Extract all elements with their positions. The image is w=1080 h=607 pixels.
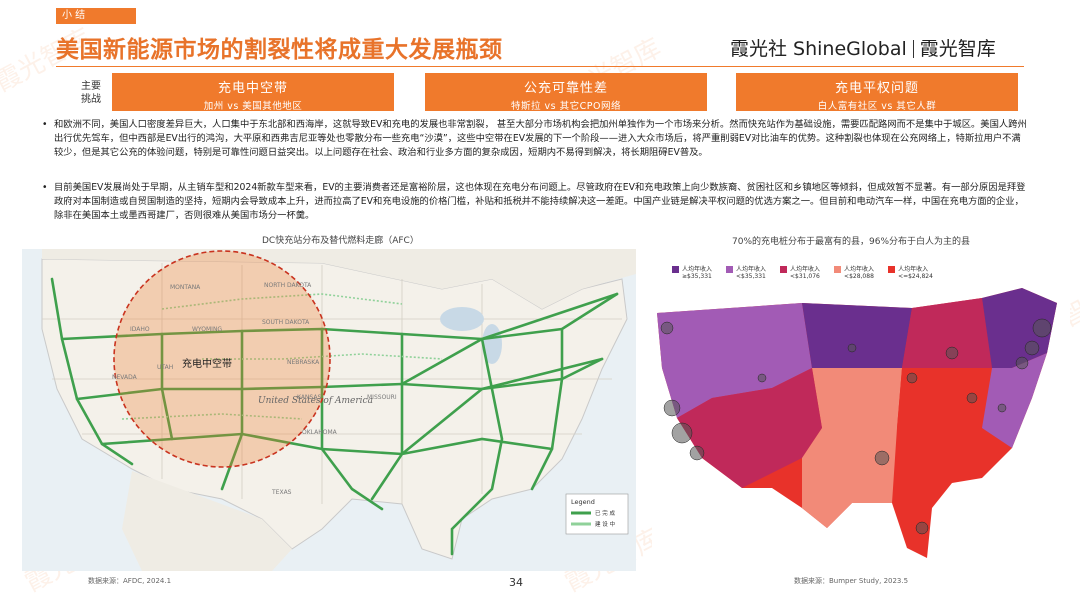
legend-label: 人均年收入 <$35,331 xyxy=(736,266,767,280)
bullet-text: 和欧洲不同，美国人口密度差异巨大，人口集中于东北部和西海岸，这就导致EV和充电的… xyxy=(54,119,1027,158)
state-label: WYOMING xyxy=(192,326,222,333)
state-label: OKLAHOMA xyxy=(302,429,338,436)
state-label: TEXAS xyxy=(271,489,292,496)
challenge-head: 充电平权问题 xyxy=(834,81,919,96)
income-choropleth-map: 人均年收入 ≥$35,331 人均年收入 <$35,331 人均年收入 <$31… xyxy=(652,258,1070,570)
state-label: KANSAS xyxy=(297,394,321,401)
challenge-head: 公充可靠性差 xyxy=(523,81,608,96)
brand-separator xyxy=(912,40,914,58)
challenge-sub: 加州 vs 美国其他地区 xyxy=(203,101,303,112)
legend-label: 人均年收入 <$31,076 xyxy=(790,266,821,280)
challenge-sub: 白人富有社区 vs 其它人群 xyxy=(817,101,937,112)
legend-label: 人均年收入 <=$24,824 xyxy=(898,266,933,280)
challenge-sub: 特斯拉 vs 其它CPO网络 xyxy=(511,101,621,112)
state-label: SOUTH DAKOTA xyxy=(262,319,310,326)
dc-charging-map-svg: 充电中空带 United States of America MONTANA N… xyxy=(22,249,636,571)
challenge-box-reliability: 公充可靠性差 特斯拉 vs 其它CPO网络 xyxy=(425,73,707,112)
map1-legend: Legend 已 完 成 建 设 中 xyxy=(565,493,629,535)
state-label: NEBRASKA xyxy=(287,359,320,366)
challenge-box-hollow: 充电中空带 加州 vs 美国其他地区 xyxy=(112,73,394,112)
income-map-svg xyxy=(657,288,1057,558)
legend-swatch xyxy=(780,266,788,273)
legend-title: Legend xyxy=(571,498,595,506)
state-label: MONTANA xyxy=(170,284,201,291)
state-label: IDAHO xyxy=(130,326,150,333)
legend-label: 人均年收入 ≥$35,331 xyxy=(682,266,713,280)
map1-title: DC快充站分布及替代燃料走廊（AFC） xyxy=(262,236,419,246)
legend-item: 人均年收入 <$35,331 xyxy=(726,266,766,280)
bullet-paragraph: • 和欧洲不同，美国人口密度差异巨大，人口集中于东北部和西海岸，这就导致EV和充… xyxy=(42,118,1029,160)
legend-item: 人均年收入 <$28,088 xyxy=(834,266,874,280)
challenge-head: 充电中空带 xyxy=(217,81,288,96)
brand-logo: 霞光社 ShineGlobal 霞光智库 xyxy=(730,34,996,61)
section-tag: 小 结 xyxy=(56,8,136,24)
brand-name: 霞光社 ShineGlobal xyxy=(730,38,907,60)
legend-item: 人均年收入 ≥$35,331 xyxy=(672,266,712,280)
legend-swatch xyxy=(672,266,679,273)
country-label: United States of America xyxy=(258,396,373,406)
map2-source: 数据来源：Bumper Study, 2023.5 xyxy=(794,577,909,585)
hollow-label: 充电中空带 xyxy=(182,357,232,370)
dc-charging-map: 充电中空带 United States of America MONTANA N… xyxy=(22,249,636,571)
page-title: 美国新能源市场的割裂性将成重大发展瓶颈 xyxy=(56,37,503,63)
page-number: 34 xyxy=(509,576,523,589)
challenge-label: 主要 挑战 xyxy=(81,81,101,105)
brand-think-tank: 霞光智库 xyxy=(919,38,996,60)
legend-swatch xyxy=(726,266,734,273)
state-label: NEVADA xyxy=(112,374,138,381)
legend-item: 建 设 中 xyxy=(595,520,615,528)
bullet-dot: • xyxy=(42,182,48,193)
legend-item: 人均年收入 <=$24,824 xyxy=(888,266,933,280)
bullet-dot: • xyxy=(42,119,48,130)
legend-swatch xyxy=(834,266,842,273)
legend-swatch xyxy=(888,266,896,273)
state-label: MISSOURI xyxy=(367,394,397,401)
legend-item: 人均年收入 <$31,076 xyxy=(780,266,820,280)
income-legend: 人均年收入 ≥$35,331 人均年收入 <$35,331 人均年收入 <$31… xyxy=(672,266,933,280)
challenge-box-equity: 充电平权问题 白人富有社区 vs 其它人群 xyxy=(736,73,1018,112)
bullet-paragraph: • 目前美国EV发展尚处于早期，从主销车型和2024新款车型来看，EV的主要消费… xyxy=(42,181,1029,223)
map2-title: 70%的充电桩分布于最富有的县，96%分布于白人为主的县 xyxy=(732,237,971,247)
title-divider xyxy=(56,66,1024,67)
legend-label: 人均年收入 <$28,088 xyxy=(844,266,875,280)
state-label: NORTH DAKOTA xyxy=(264,282,312,289)
legend-item: 已 完 成 xyxy=(595,509,615,517)
state-label: UTAH xyxy=(157,364,173,371)
map1-source: 数据来源：AFDC, 2024.1 xyxy=(88,577,172,585)
bullet-text: 目前美国EV发展尚处于早期，从主销车型和2024新款车型来看，EV的主要消费者还… xyxy=(54,182,1026,221)
